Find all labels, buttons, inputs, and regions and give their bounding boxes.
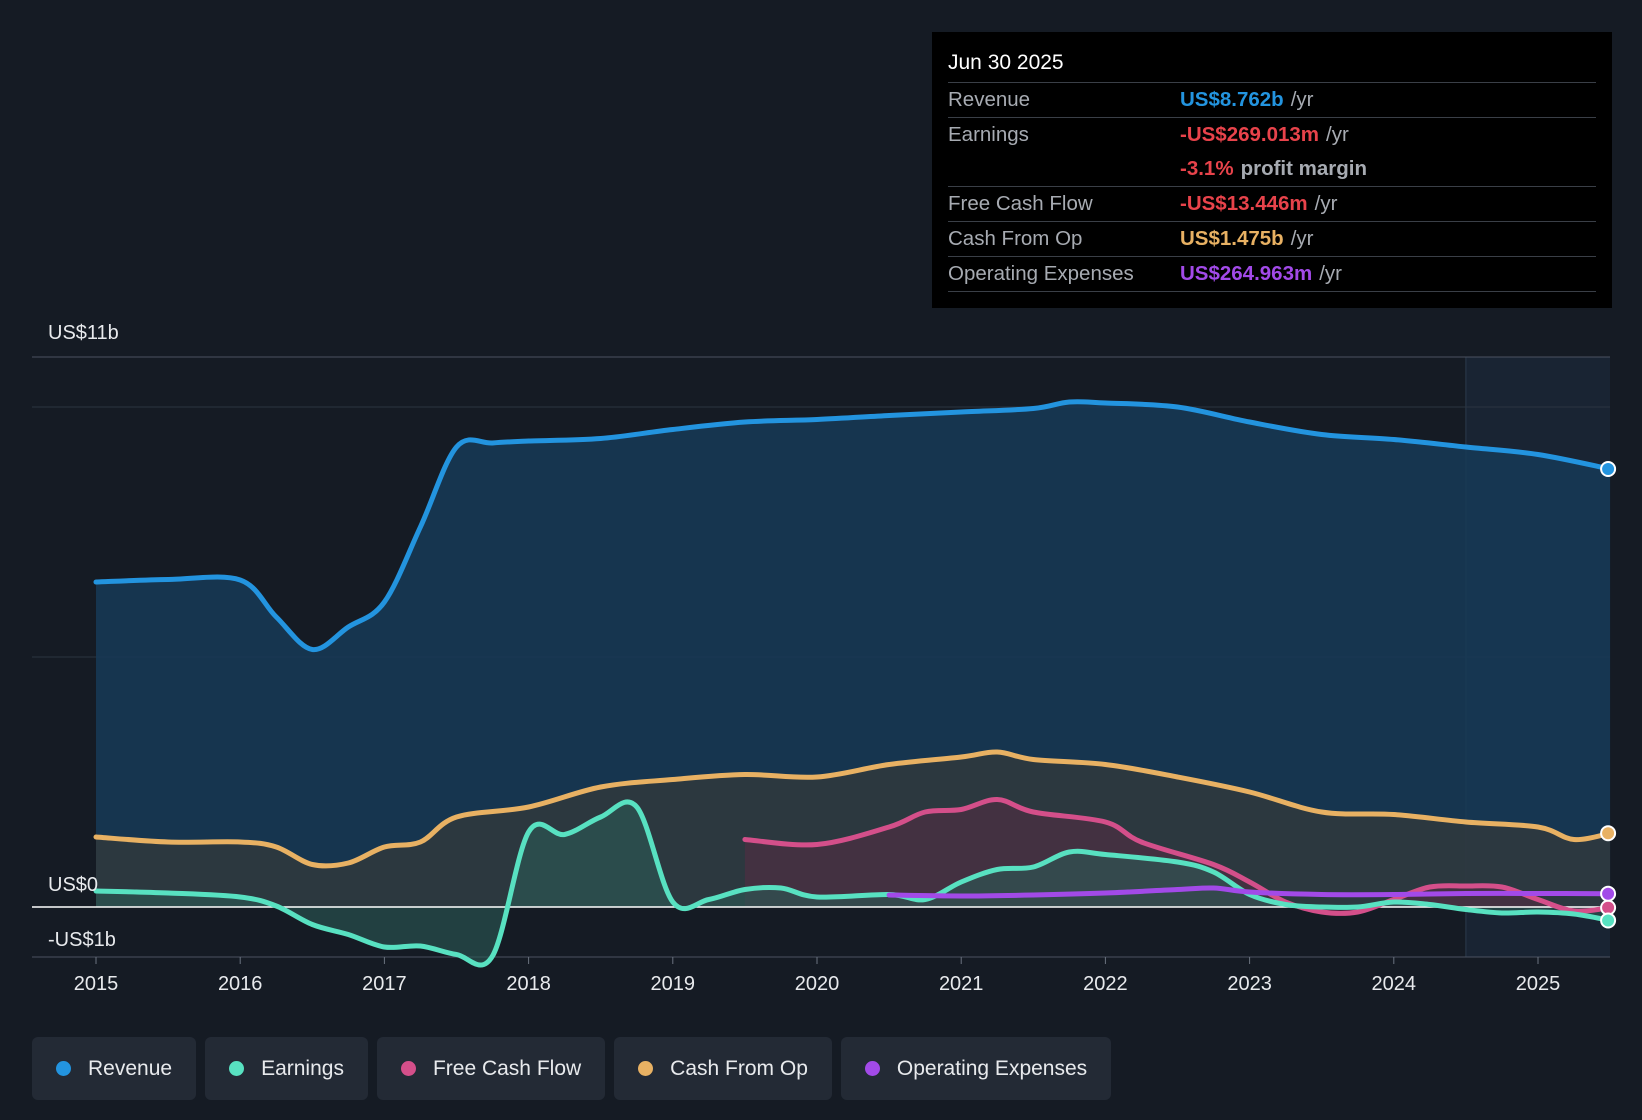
tooltip-label: Cash From Op	[948, 227, 1083, 250]
tooltip-row-margin: -3.1% profit margin	[948, 152, 1596, 186]
tooltip-value: -US$13.446m	[1180, 192, 1308, 215]
y-bottom-label: -US$1b	[48, 929, 116, 951]
tooltip-row-cfo: Cash From Op US$1.475b /yr	[948, 221, 1596, 256]
data-tooltip: Jun 30 2025 Revenue US$8.762b /yr Earnin…	[932, 32, 1612, 308]
x-tick-label: 2018	[506, 973, 551, 995]
revenue-line	[93, 399, 1613, 653]
legend-dot-icon	[56, 1061, 71, 1076]
legend-item-operating-expenses[interactable]: Operating Expenses	[840, 1037, 1112, 1100]
x-tick-label: 2017	[362, 973, 407, 995]
x-tick-label: 2021	[939, 973, 984, 995]
tooltip-value: US$1.475b	[1180, 227, 1284, 250]
x-tick-label: 2022	[1083, 973, 1128, 995]
series-fills	[96, 401, 1611, 966]
tooltip-unit: /yr	[1314, 192, 1338, 215]
cash-from-op-area	[96, 751, 1611, 907]
tooltip-value: US$264.963m	[1180, 262, 1313, 285]
tooltip-value: -US$269.013m	[1180, 123, 1320, 146]
tooltip-unit: /yr	[1326, 123, 1349, 146]
tooltip-row-fcf: Free Cash Flow -US$13.446m /yr	[948, 186, 1596, 221]
x-tick-label: 2024	[1372, 973, 1417, 995]
legend-label: Cash From Op	[670, 1056, 808, 1080]
operating-expenses-end-marker[interactable]	[1600, 885, 1617, 902]
revenue-end-marker[interactable]	[1600, 461, 1617, 477]
x-tick-label: 2015	[74, 973, 119, 995]
x-tick-label: 2016	[218, 973, 263, 995]
series-end-markers[interactable]	[1600, 461, 1617, 929]
legend-label: Earnings	[261, 1056, 344, 1080]
series-lines	[93, 399, 1613, 968]
legend-label: Revenue	[88, 1056, 173, 1080]
tooltip-value: -3.1%	[1180, 157, 1234, 180]
cash-from-op-line	[93, 749, 1613, 869]
tooltip-row-opex: Operating Expenses US$264.963m /yr	[948, 256, 1596, 292]
operating-expenses-line	[886, 885, 1613, 899]
y-zero-label: US$0	[48, 874, 98, 896]
revenue-area	[96, 401, 1611, 907]
earnings-area	[96, 801, 1611, 966]
legend-item-earnings[interactable]: Earnings	[205, 1037, 368, 1100]
tooltip-label: Earnings	[948, 123, 1029, 146]
tooltip-unit: /yr	[1290, 227, 1314, 250]
legend: Revenue Earnings Free Cash Flow Cash Fro…	[32, 1037, 1112, 1100]
tooltip-unit: /yr	[1290, 88, 1314, 111]
tooltip-unit: profit margin	[1240, 157, 1367, 180]
tooltip-row-earnings: Earnings -US$269.013m /yr	[948, 117, 1596, 152]
tooltip-label: Operating Expenses	[948, 262, 1134, 285]
legend-dot-icon	[400, 1061, 416, 1076]
tooltip-value: US$8.762b	[1180, 88, 1284, 111]
tooltip-label: Free Cash Flow	[948, 192, 1093, 215]
legend-dot-icon	[638, 1061, 654, 1076]
y-top-label: US$11b	[48, 322, 119, 344]
tooltip-label: Revenue	[948, 88, 1031, 111]
x-tick-label: 2019	[651, 973, 696, 995]
tooltip-date: Jun 30 2025	[948, 51, 1064, 74]
legend-dot-icon	[229, 1061, 245, 1076]
earnings-line	[93, 799, 1613, 968]
legend-item-revenue[interactable]: Revenue	[32, 1037, 197, 1100]
tooltip-unit: /yr	[1319, 262, 1342, 285]
legend-item-cash-from-op[interactable]: Cash From Op	[614, 1037, 832, 1100]
x-tick-label: 2020	[795, 973, 840, 995]
x-axis: 2015 2016 2017 2018 2019 2020 2021 2022 2023 2024…	[74, 957, 1561, 995]
earnings-end-marker[interactable]	[1600, 912, 1617, 929]
legend-label: Operating Expenses	[896, 1056, 1088, 1080]
tooltip-row-revenue: Revenue US$8.762b /yr	[948, 82, 1596, 117]
free-cash-flow-line	[742, 797, 1613, 916]
legend-label: Free Cash Flow	[432, 1056, 582, 1080]
legend-dot-icon	[864, 1061, 880, 1076]
x-tick-label: 2025	[1516, 973, 1561, 995]
cash-from-op-end-marker[interactable]	[1600, 825, 1617, 842]
x-tick-label: 2023	[1227, 973, 1272, 995]
legend-item-free-cash-flow[interactable]: Free Cash Flow	[376, 1037, 606, 1100]
